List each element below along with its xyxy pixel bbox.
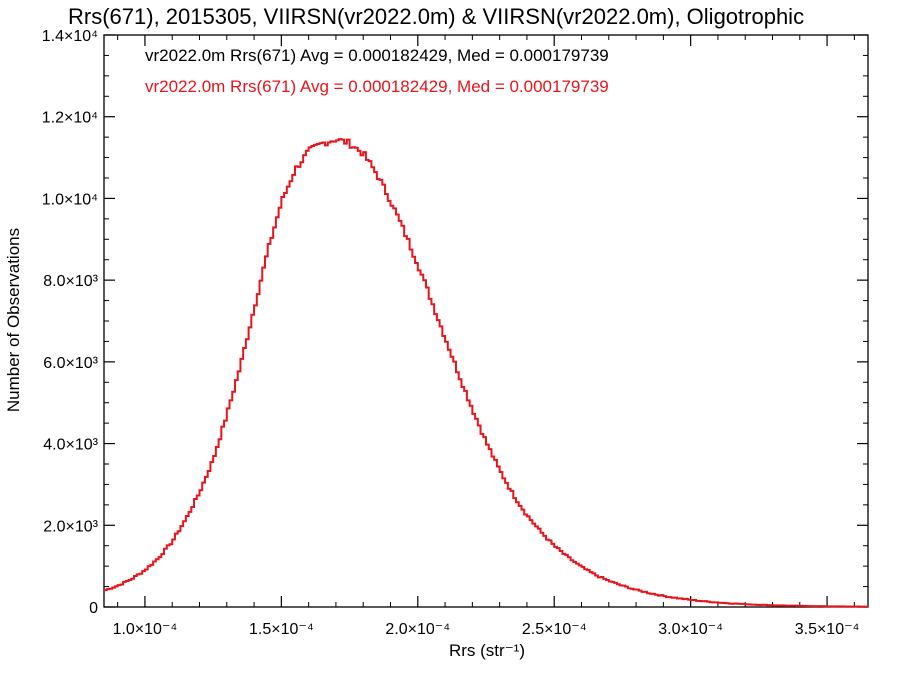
y-tick-label: 4.0×10³	[43, 437, 98, 454]
plot-frame	[103, 34, 869, 608]
y-tick-label: 6.0×10³	[43, 355, 98, 372]
chart-title: Rrs(671), 2015305, VIIRSN(vr2022.0m) & V…	[68, 4, 804, 29]
x-tick-label: 1.5×10⁻⁴	[249, 621, 314, 638]
y-tick-label: 2.0×10³	[43, 518, 98, 535]
y-tick-label: 1.2×10⁴	[42, 110, 98, 127]
x-tick-label: 2.0×10⁻⁴	[385, 621, 450, 638]
y-tick-label: 1.0×10⁴	[42, 191, 98, 208]
y-tick-label: 1.4×10⁴	[42, 28, 98, 45]
x-axis-label: Rrs (str⁻¹)	[449, 641, 525, 660]
y-axis-label: Number of Observations	[4, 228, 23, 412]
y-tick-label: 0	[89, 600, 98, 617]
x-tick-label: 1.0×10⁻⁴	[113, 621, 178, 638]
x-tick-label: 3.5×10⁻⁴	[795, 621, 860, 638]
y-axis: 0 2.0×10³ 4.0×10³ 6.0×10³ 8.0×10³ 1.0×10⁴ 1.2×…	[42, 28, 868, 617]
x-tick-label: 3.0×10⁻⁴	[658, 621, 723, 638]
x-axis: 1.0×10⁻⁴ 1.5×10⁻⁴ 2.0×10⁻⁴ 2.5×10⁻⁴ 3.0×10⁻⁴…	[113, 35, 860, 638]
stats-annotation-black: vr2022.0m Rrs(671) Avg = 0.000182429, Me…	[145, 46, 609, 65]
x-tick-label: 2.5×10⁻⁴	[522, 621, 587, 638]
histogram-step-line	[104, 138, 868, 608]
stats-annotation-red: vr2022.0m Rrs(671) Avg = 0.000182429, Me…	[145, 77, 609, 96]
y-tick-label: 8.0×10³	[43, 273, 98, 290]
